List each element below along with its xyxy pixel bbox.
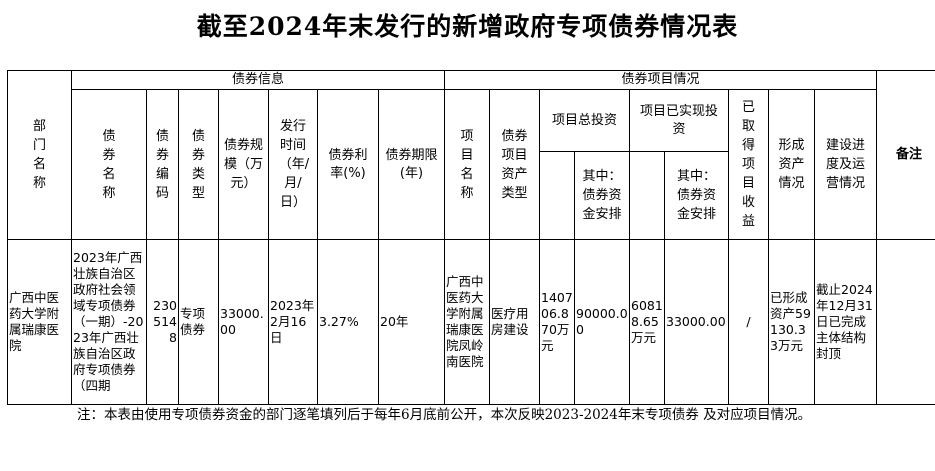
header-total-investment-amount bbox=[539, 151, 575, 240]
header-total-investment: 项目总投资 bbox=[539, 89, 630, 152]
cell-progress: 截止2024年12月31日已完成主体结构封顶 bbox=[813, 239, 878, 405]
header-realized-investment-bond: 其中：债券资金安排 bbox=[664, 151, 729, 240]
cell-issue-time: 2023年2月16日 bbox=[268, 239, 318, 405]
cell-interest-rate: 3.27% bbox=[317, 239, 379, 405]
header-project-revenue: 已取得项目收益 bbox=[728, 89, 769, 240]
cell-realized-investment: 60818.65万元 bbox=[629, 239, 665, 405]
special-bond-table: 部门名称 债券信息 债券项目情况 备注 债券名称 债券编码 债券类型 债券规模（… bbox=[7, 70, 935, 405]
cell-remarks bbox=[876, 239, 935, 405]
header-row-1: 部门名称 债券信息 债券项目情况 备注 bbox=[7, 70, 935, 240]
header-bond-code: 债券编码 bbox=[146, 89, 179, 240]
cell-department: 广西中医药大学附属瑞康医院 bbox=[7, 239, 72, 405]
page-title: 截至2024年末发行的新增政府专项债券情况表 bbox=[196, 12, 739, 41]
footnote: 注：本表由使用专项债券资金的部门逐笔填列后于每年6月底前公开，本次反映2023-… bbox=[77, 407, 812, 423]
header-realized-investment-amount bbox=[629, 151, 665, 240]
cell-bond-code: 2305148 bbox=[146, 239, 179, 405]
cell-realized-investment-bond: 33000.00 bbox=[664, 239, 729, 405]
header-asset-type: 债券项目资产类型 bbox=[489, 89, 540, 240]
header-interest-rate: 债券利率(%) bbox=[317, 89, 379, 240]
header-progress: 建设进度及运营情况 bbox=[813, 89, 878, 240]
cell-project-name: 广西中医药大学附属瑞康医院凤岭南医院 bbox=[444, 239, 490, 405]
cell-assets-formed: 已形成资产59130.33万元 bbox=[768, 239, 815, 405]
header-assets-formed: 形成资产情况 bbox=[768, 89, 815, 240]
header-bond-info: 债券信息 bbox=[71, 70, 445, 90]
cell-asset-type: 医疗用房建设 bbox=[489, 239, 540, 405]
header-bond-type: 债券类型 bbox=[178, 89, 219, 240]
cell-bond-name: 2023年广西壮族自治区政府社会领域专项债券（一期）-2023年广西壮族自治区政… bbox=[71, 239, 147, 405]
cell-bond-type: 专项债券 bbox=[178, 239, 219, 405]
header-issue-time: 发行时间（年/月/日） bbox=[268, 89, 318, 240]
header-realized-investment: 项目已实现投资 bbox=[629, 89, 729, 152]
header-bond-name: 债券名称 bbox=[71, 89, 147, 240]
cell-bond-term: 20年 bbox=[378, 239, 445, 405]
table-row: 广西中医药大学附属瑞康医院 2023年广西壮族自治区政府社会领域专项债券（一期）… bbox=[7, 239, 935, 405]
header-project-name: 项目名称 bbox=[444, 89, 490, 240]
cell-total-investment: 140706.870万元 bbox=[539, 239, 575, 405]
header-total-investment-bond: 其中：债券资金安排 bbox=[574, 151, 630, 240]
header-row-2: 债券名称 债券编码 债券类型 债券规模（万元） 发行时间（年/月/日） 债券利率… bbox=[8, 89, 935, 240]
header-bond-term: 债券期限(年) bbox=[378, 89, 445, 240]
cell-project-revenue: / bbox=[728, 239, 769, 405]
header-project-info: 债券项目情况 bbox=[443, 70, 878, 90]
header-remarks: 备注 bbox=[876, 70, 935, 240]
cell-bond-scale: 33000.00 bbox=[218, 239, 269, 405]
cell-total-investment-bond: 90000.00 bbox=[574, 239, 630, 405]
header-bond-scale: 债券规模（万元） bbox=[218, 89, 269, 240]
header-department: 部门名称 bbox=[7, 70, 72, 240]
